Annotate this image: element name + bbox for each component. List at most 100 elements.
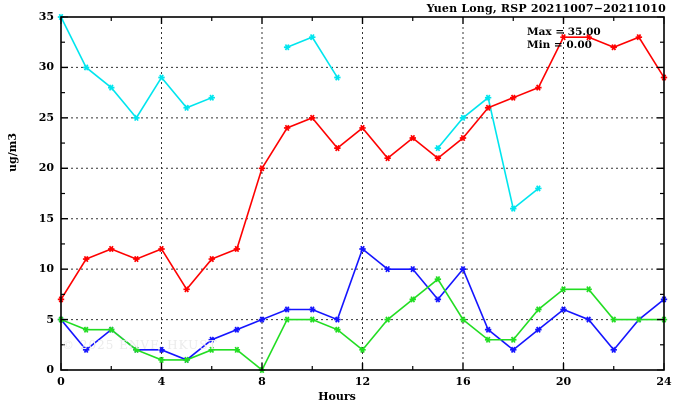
x-tick-label: 8 (258, 375, 266, 388)
y-tick-label: 5 (46, 312, 54, 326)
data-point-marker (384, 316, 391, 323)
data-point-marker (334, 326, 341, 333)
y-tick-label: 20 (38, 161, 54, 175)
data-point-marker (108, 245, 115, 253)
data-point-marker (208, 255, 215, 263)
data-point-marker (158, 245, 165, 253)
data-point-marker (535, 326, 542, 333)
data-point-marker (535, 84, 542, 91)
x-tick-label: 4 (157, 375, 166, 388)
data-point-marker (484, 104, 492, 111)
data-point-marker (510, 336, 517, 343)
data-point-marker (158, 74, 165, 81)
data-point-marker (258, 165, 266, 172)
data-point-marker (82, 346, 90, 354)
data-point-marker (283, 306, 291, 313)
data-point-marker (183, 104, 190, 111)
data-point-marker (82, 255, 90, 263)
data-point-marker (334, 74, 341, 81)
x-tick-label: 0 (57, 375, 65, 388)
grid-lines (61, 17, 664, 370)
data-point-marker (208, 94, 215, 101)
data-point-marker (158, 346, 165, 354)
data-point-marker (334, 144, 341, 152)
series-line (286, 36, 339, 78)
data-point-marker (108, 84, 115, 91)
y-axis-label: ug/m3 (6, 133, 19, 172)
y-tick-label: 30 (38, 60, 54, 74)
data-point-marker (535, 306, 542, 313)
data-point-marker (183, 286, 190, 293)
data-point-marker (409, 265, 416, 273)
data-point-marker (233, 326, 241, 333)
data-point-marker (459, 114, 467, 122)
data-point-marker (233, 346, 241, 354)
data-point-marker (635, 316, 643, 323)
y-tick-label: 35 (38, 10, 54, 23)
data-point-marker (510, 94, 517, 101)
data-point-marker (610, 316, 617, 323)
x-tick-label: 12 (354, 375, 371, 388)
x-tick-label: 24 (656, 375, 672, 388)
data-point-marker (610, 44, 617, 51)
data-point-marker (610, 346, 617, 354)
data-point-marker (409, 134, 416, 142)
data-point-marker (585, 286, 592, 293)
data-point-marker (434, 155, 442, 162)
data-point-marker (560, 306, 567, 313)
data-point-marker (359, 124, 366, 132)
data-point-marker (233, 245, 241, 253)
data-point-marker (133, 114, 140, 122)
series-green-series (57, 276, 668, 374)
y-tick-label: 15 (38, 211, 54, 225)
data-point-marker (283, 124, 291, 132)
data-point-marker (409, 296, 416, 303)
chart-title: Yuen Long, RSP 20211007−20211010 (426, 2, 666, 15)
data-point-marker (283, 44, 291, 51)
data-point-marker (459, 316, 467, 323)
data-point-marker (359, 346, 366, 354)
data-point-marker (82, 64, 90, 71)
data-point-marker (309, 114, 316, 122)
data-point-marker (133, 346, 140, 354)
data-point-marker (510, 205, 517, 212)
data-point-marker (133, 255, 140, 263)
data-point-marker (585, 33, 592, 41)
axis-ticks (60, 16, 665, 371)
data-point-marker (484, 336, 492, 343)
y-tick-label: 25 (38, 110, 54, 124)
data-point-marker (560, 33, 567, 41)
data-point-marker (309, 316, 316, 323)
data-point-marker (108, 326, 115, 333)
data-point-marker (434, 276, 442, 283)
data-point-marker (434, 296, 442, 303)
series-red-series (57, 33, 668, 303)
data-point-marker (158, 356, 165, 364)
series-cyan-series (57, 13, 542, 212)
data-point-marker (434, 144, 442, 152)
data-point-marker (258, 316, 266, 323)
data-point-marker (535, 185, 542, 192)
x-tick-label: 16 (455, 375, 471, 388)
data-point-marker (384, 155, 391, 162)
data-point-marker (82, 326, 90, 333)
y-tick-label: 10 (38, 262, 54, 276)
data-point-marker (585, 316, 592, 323)
data-point-marker (484, 326, 492, 333)
data-point-marker (309, 33, 316, 41)
data-point-marker (359, 245, 366, 253)
series-line (437, 96, 539, 211)
data-point-marker (635, 33, 643, 41)
data-point-marker (334, 316, 341, 323)
x-axis-label: Hours (318, 390, 356, 403)
data-point-marker (560, 286, 567, 293)
data-point-marker (510, 346, 517, 354)
data-point-marker (459, 265, 467, 273)
x-tick-label: 20 (555, 375, 572, 388)
data-point-marker (183, 356, 190, 364)
data-point-marker (459, 134, 467, 142)
y-tick-label: 0 (46, 363, 54, 376)
data-point-marker (309, 306, 316, 313)
